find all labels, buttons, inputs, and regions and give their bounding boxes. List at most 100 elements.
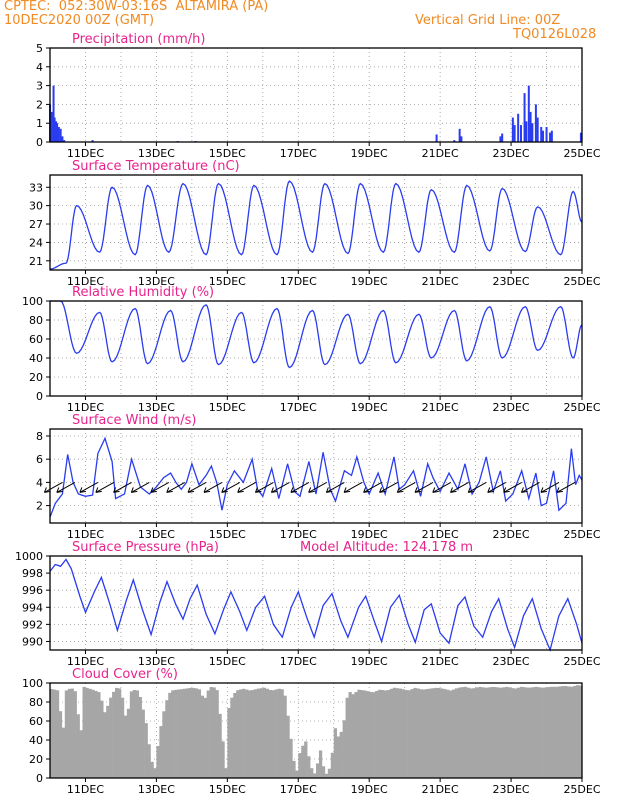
wind-arrowhead xyxy=(95,487,102,493)
x-tick-label: 23DEC xyxy=(493,275,530,288)
cloud-bar xyxy=(537,687,541,778)
precip-bar xyxy=(499,136,502,142)
cloud-bar xyxy=(159,726,163,778)
x-tick-label: 19DEC xyxy=(351,401,388,414)
cloud-bar xyxy=(410,689,414,778)
wind-arrowhead xyxy=(432,487,439,493)
wind-arrowhead xyxy=(363,487,370,493)
wind-arrowhead xyxy=(290,487,297,493)
cloud-bar xyxy=(528,687,533,778)
precip-bar xyxy=(529,111,532,142)
cloud-bar xyxy=(416,688,420,778)
cloud-bar xyxy=(304,741,308,778)
x-tick-label: 21DEC xyxy=(422,275,459,288)
header-location: CPTEC: 052:30W-03:16S ALTAMIRA (PA) xyxy=(4,0,268,13)
cloud-bar xyxy=(150,761,154,778)
y-tick-label: 8 xyxy=(36,430,43,443)
cloud-bar xyxy=(378,689,382,778)
precip-bar xyxy=(458,128,461,142)
cloud-bar xyxy=(206,690,210,778)
y-tick-label: 3 xyxy=(36,80,43,93)
wind-arrow xyxy=(379,481,398,493)
cloud-bar xyxy=(381,690,385,778)
cloud-bar xyxy=(174,689,178,778)
cloud-bar xyxy=(496,687,500,778)
cloud-bar xyxy=(354,692,358,778)
cloud-bar xyxy=(375,690,379,778)
wind-arrow xyxy=(203,481,223,493)
panel-frame xyxy=(49,174,583,271)
cloud-bar xyxy=(253,689,258,778)
x-tick-label: 13DEC xyxy=(138,655,175,668)
precip-bar xyxy=(541,130,544,142)
cloud-bar xyxy=(147,744,151,778)
cloud-bar xyxy=(79,730,83,778)
wind-arrow xyxy=(343,481,363,493)
cloud-bar xyxy=(522,687,527,778)
cloud-bar xyxy=(236,690,240,778)
cloud-bar xyxy=(215,690,219,778)
x-tick-label: 19DEC xyxy=(351,655,388,668)
y-tick-label: 0 xyxy=(36,136,43,149)
cloud-bar xyxy=(339,731,343,778)
wind-arrowhead xyxy=(396,487,404,493)
cloud-bar xyxy=(50,689,54,778)
x-tick-label: 17DEC xyxy=(280,783,317,796)
cloud-bar xyxy=(94,690,98,778)
cloud-bar xyxy=(106,705,110,778)
cloud-bar xyxy=(177,689,181,778)
y-tick-label: 2 xyxy=(36,98,43,111)
precip-bar xyxy=(453,140,456,142)
cloud-bar xyxy=(61,727,66,778)
panel-title: Surface Wind (m/s) xyxy=(72,413,196,428)
x-tick-label: 11DEC xyxy=(67,528,104,541)
cloud-bar xyxy=(218,713,222,778)
precip-bar xyxy=(527,85,530,142)
wind-arrow xyxy=(521,481,540,493)
y-tick-label: 33 xyxy=(29,181,43,194)
cloud-bar xyxy=(197,689,202,778)
cloud-bar xyxy=(171,690,175,778)
wind-arrow xyxy=(450,481,469,493)
wind-arrow xyxy=(187,481,207,493)
wind-arrowhead xyxy=(270,487,278,493)
cloud-bar xyxy=(419,689,423,778)
y-tick-label: 21 xyxy=(29,255,43,268)
cloud-bar xyxy=(277,688,281,778)
x-tick-label: 17DEC xyxy=(280,275,317,288)
precip-bar xyxy=(460,136,463,142)
wind-arrowhead xyxy=(520,487,528,493)
cloud-bar xyxy=(103,712,107,778)
y-tick-label: 80 xyxy=(29,696,43,709)
wind-arrow xyxy=(308,481,327,493)
cloud-bar xyxy=(250,690,255,778)
panel-5: 990 992 994 996 998 1000 11DEC 13DEC 15DEC 17DEC 1… xyxy=(15,540,601,668)
x-tick-label: 19DEC xyxy=(351,783,388,796)
wind-arrowhead xyxy=(487,487,494,493)
cloud-bar xyxy=(404,690,408,778)
wind-arrow xyxy=(414,481,434,493)
x-tick-label: 15DEC xyxy=(209,528,246,541)
precip-bar xyxy=(531,123,534,142)
precip-bar xyxy=(523,93,526,142)
y-tick-label: 24 xyxy=(29,236,43,249)
cloud-bar xyxy=(345,697,349,778)
wind-arrow xyxy=(540,481,560,493)
y-tick-label: 40 xyxy=(29,352,43,365)
wind-arrow xyxy=(131,481,150,493)
y-tick-label: 994 xyxy=(22,601,43,614)
header-run: 10DEC2020 00Z (GMT) xyxy=(4,13,155,28)
y-tick-label: 100 xyxy=(22,295,43,308)
precip-bar xyxy=(549,132,552,142)
y-tick-label: 998 xyxy=(22,567,43,580)
wind-arrow xyxy=(150,481,170,493)
y-tick-label: 6 xyxy=(36,453,43,466)
panel-title: Cloud Cover (%) xyxy=(72,667,178,682)
precip-bar xyxy=(517,113,520,142)
cloud-bar xyxy=(259,688,264,778)
cloud-bar xyxy=(185,688,190,778)
panel-title: Surface Temperature (nC) xyxy=(72,159,240,174)
x-tick-label: 13DEC xyxy=(138,401,175,414)
cloud-bar xyxy=(333,728,337,778)
